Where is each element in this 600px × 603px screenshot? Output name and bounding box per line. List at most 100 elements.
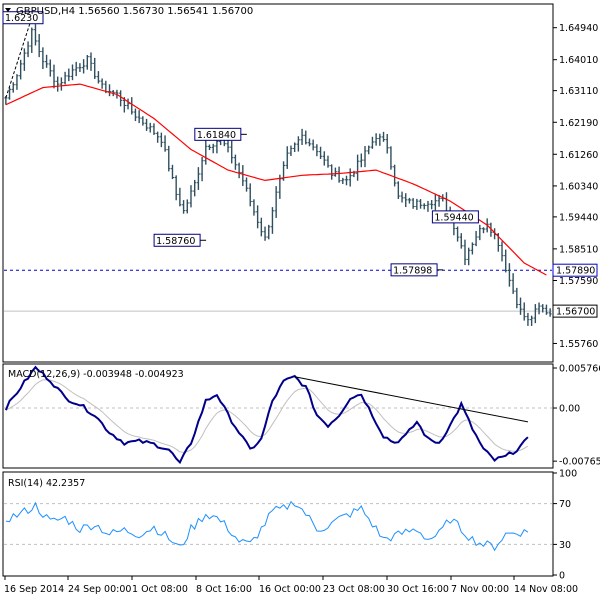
- collapse-triangle-icon[interactable]: [5, 8, 11, 12]
- price-bar: [548, 308, 552, 317]
- support-price-label: 1.57890: [556, 266, 595, 277]
- price-bar: [59, 77, 63, 91]
- main-pane: 1.64940 1.64010 1.63110 1.62190 1.61260 1.603…: [2, 3, 598, 363]
- price-bar: [541, 304, 545, 313]
- price-bar: [544, 304, 549, 315]
- price-bar: [463, 239, 467, 266]
- price-bar: [348, 168, 352, 187]
- macd-ytick-label: -0.007657: [559, 457, 600, 468]
- x-tick-label: 24 Sep 00:00: [68, 584, 131, 595]
- price-bar: [193, 179, 197, 197]
- x-tick-label: 1 Oct 08:00: [132, 584, 188, 595]
- x-tick-label: 7 Nov 00:00: [451, 584, 509, 595]
- price-bar: [426, 200, 430, 212]
- price-bar: [200, 156, 204, 182]
- price-bar: [63, 71, 67, 85]
- price-annotations: 1.6230 1.61840 1.58760 1.59440 1.57898: [2, 11, 479, 277]
- price-bar: [270, 207, 275, 234]
- price-bar: [522, 302, 526, 321]
- price-bar: [230, 140, 234, 164]
- price-bar: [70, 64, 75, 81]
- current-price-label: 1.56700: [556, 307, 595, 318]
- macd-yticks: 0.005766 0.00 -0.007657: [4, 364, 600, 468]
- price-bar: [404, 193, 408, 208]
- price-bar: [455, 226, 460, 242]
- price-bar: [415, 198, 419, 210]
- x-axis: 16 Sep 2014 24 Sep 00:00 1 Oct 08:00 8 Oct …: [4, 576, 578, 595]
- price-bar: [359, 153, 363, 168]
- price-bar: [100, 78, 104, 89]
- price-bar: [159, 132, 163, 148]
- price-bar: [363, 146, 367, 168]
- price-bar: [185, 199, 189, 214]
- price-bar: [233, 154, 238, 170]
- price-bar: [93, 57, 97, 79]
- price-bar: [300, 128, 304, 145]
- price-bar: [400, 191, 404, 203]
- price-bar: [256, 205, 260, 229]
- price-bar: [126, 98, 130, 110]
- price-bar: [89, 52, 93, 71]
- price-bar: [296, 136, 300, 152]
- rsi-label: RSI(14) 42.2357: [8, 478, 85, 489]
- price-annotation: 1.61840: [194, 127, 247, 141]
- price-bar: [433, 193, 437, 211]
- price-bar: [207, 144, 212, 151]
- price-bar: [500, 241, 504, 262]
- price-bar: [474, 230, 478, 247]
- price-bar: [56, 76, 60, 92]
- price-bar: [178, 187, 182, 207]
- main-ytick-label: 1.62190: [559, 118, 598, 129]
- price-bar: [248, 183, 252, 207]
- price-bar: [30, 27, 34, 53]
- price-bar: [167, 145, 171, 172]
- price-bar: [381, 131, 386, 142]
- price-bar: [304, 130, 308, 145]
- price-bar: [418, 199, 423, 209]
- price-bar: [437, 194, 441, 207]
- macd-ytick-label: 0.00: [559, 404, 580, 415]
- price-bar: [22, 48, 26, 71]
- price-bar: [15, 74, 19, 90]
- price-annotation: 1.59440: [431, 210, 479, 224]
- price-bar: [285, 146, 289, 169]
- price-bar: [396, 181, 400, 200]
- price-bar: [204, 140, 208, 165]
- price-bar: [141, 116, 145, 126]
- price-bar: [37, 34, 41, 58]
- price-bar: [44, 54, 49, 68]
- price-bar: [137, 110, 141, 124]
- price-bar: [259, 217, 263, 237]
- macd-main-line: [4, 365, 529, 465]
- price-bar: [67, 68, 71, 82]
- price-bar: [33, 24, 38, 46]
- price-bar: [144, 118, 149, 131]
- price-bar: [504, 249, 508, 273]
- price-bar: [481, 227, 486, 234]
- price-bar: [48, 59, 52, 77]
- x-tick-label: 16 Sep 2014: [4, 584, 64, 595]
- macd-pane: 0.005766 0.00 -0.007657 MACD(12,26,9) -0.0…: [2, 363, 600, 469]
- main-ytick-label: 1.64940: [559, 23, 598, 34]
- support-price-box: [552, 263, 598, 277]
- main-ytick-label: 1.63110: [559, 86, 598, 97]
- price-bar: [393, 164, 397, 187]
- price-bar: [74, 61, 78, 77]
- annotation-label: 1.6230: [5, 13, 38, 24]
- price-bar: [518, 297, 523, 315]
- price-bar: [378, 133, 382, 146]
- price-bar: [537, 302, 541, 315]
- macd-signal-line: [5, 379, 529, 453]
- price-bar: [152, 123, 156, 135]
- price-bar: [374, 133, 378, 146]
- annotation-label: 1.58760: [156, 236, 195, 247]
- x-tick-label: 8 Oct 16:00: [196, 584, 252, 595]
- price-bar: [252, 199, 256, 216]
- macd-trendline: [294, 376, 529, 423]
- rsi-ytick-label: 30: [559, 540, 571, 551]
- price-bar: [526, 312, 530, 326]
- annotation-label: 1.57898: [393, 265, 432, 276]
- price-bar: [174, 175, 178, 201]
